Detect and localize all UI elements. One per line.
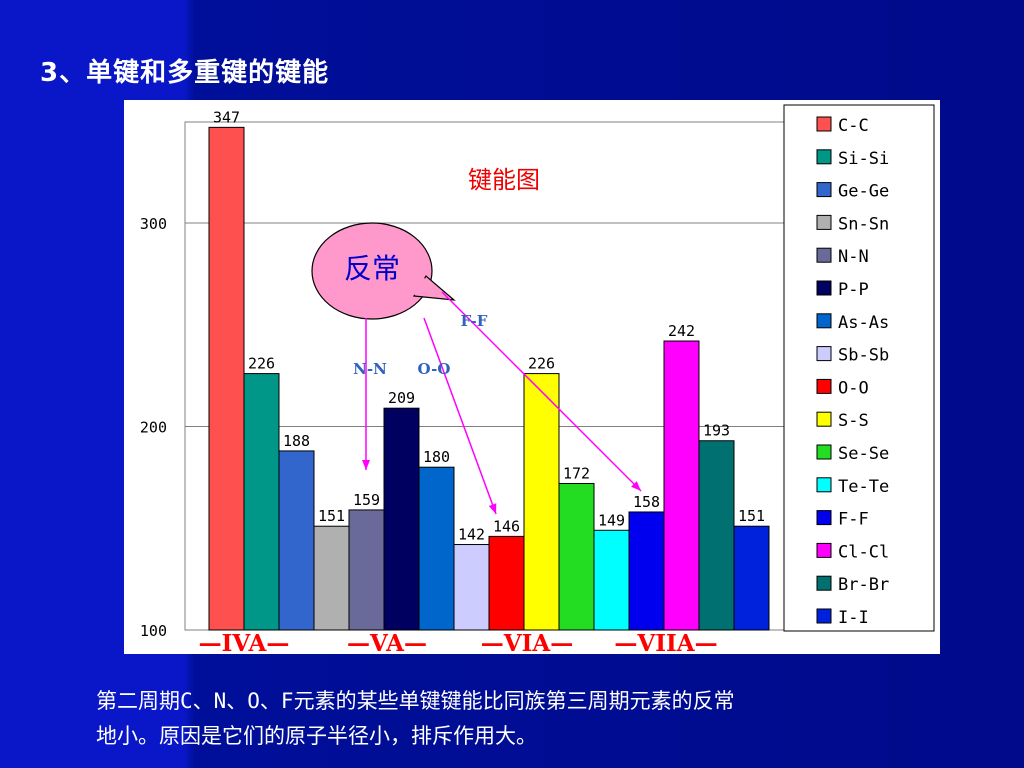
bar-se-se (558, 482, 595, 631)
legend-label: Br-Br (838, 575, 889, 595)
legend-swatch (816, 542, 832, 558)
legend-swatch (816, 378, 832, 394)
footnote: 第二周期C、N、O、F元素的某些单键键能比同族第三周期元素的反常 地小。原因是它… (96, 684, 976, 754)
data-label: 158 (633, 493, 660, 511)
legend-swatch (816, 149, 832, 165)
bar-sn-sn (313, 525, 350, 631)
legend-label: C-C (838, 116, 869, 136)
data-label: 142 (458, 526, 485, 544)
legend-label: F-F (838, 510, 869, 530)
annotation-arrowhead (488, 503, 497, 514)
legend-label: I-I (838, 608, 869, 628)
group-label: —IVA— (199, 630, 290, 654)
callout-text: 反常 (344, 252, 400, 285)
legend-label: O-O (838, 378, 869, 398)
data-label: 159 (353, 491, 380, 509)
legend-swatch (816, 346, 832, 362)
annotation-arrowhead (631, 481, 641, 491)
y-tick-label: 200 (140, 419, 167, 437)
callout-pointer-mask (413, 277, 426, 296)
bar-n-n (348, 509, 385, 631)
annotation-arrow (423, 317, 497, 515)
legend-label: S-S (838, 411, 869, 431)
annotation-label: F-F (461, 312, 488, 330)
bar-si-si (243, 373, 280, 631)
data-label: 242 (668, 322, 695, 340)
legend-label: N-N (838, 247, 869, 267)
legend-label: P-P (838, 280, 869, 300)
legend-swatch (816, 214, 832, 230)
data-label: 180 (423, 448, 450, 466)
legend-swatch (816, 280, 832, 296)
legend-label: Si-Si (838, 149, 889, 169)
bar-s-s (523, 373, 560, 631)
data-label: 226 (528, 355, 555, 373)
bar-sb-sb (453, 544, 490, 631)
bar-as-as (418, 466, 455, 631)
bond-energy-chart: 100 200 300 347 226 188 151 159 209 180 142 146 226 1… (124, 100, 940, 654)
footnote-line-2: 地小。原因是它们的原子半径小，排斥作用大。 (96, 724, 537, 748)
legend-label: Te-Te (838, 477, 889, 497)
data-label: 226 (248, 355, 275, 373)
bar-o-o (488, 535, 525, 631)
bar-p-p (383, 407, 420, 631)
annotation-arrowhead (362, 460, 370, 470)
legend-swatch (816, 608, 832, 624)
bar-te-te (593, 529, 630, 631)
legend-swatch (816, 510, 832, 526)
legend-swatch (816, 575, 832, 591)
footnote-line-1: 第二周期C、N、O、F元素的某些单键键能比同族第三周期元素的反常 (96, 689, 735, 713)
bar-ge-ge (278, 450, 315, 631)
bar-i-i (733, 525, 770, 631)
group-label: —VIA— (481, 630, 573, 654)
data-label: 172 (563, 464, 590, 482)
data-label: 149 (598, 511, 625, 529)
legend-swatch (816, 313, 832, 329)
legend-swatch (816, 444, 832, 460)
annotation-arrow (441, 291, 642, 492)
chart-title: 键能图 (468, 166, 540, 194)
legend-swatch (816, 477, 832, 493)
data-label: 347 (213, 108, 240, 126)
legend-label: As-As (838, 313, 889, 333)
slide-title: 3、单键和多重键的键能 (40, 58, 330, 88)
data-label: 151 (318, 507, 345, 525)
legend-label: Se-Se (838, 444, 889, 464)
bar-c-c (208, 126, 245, 631)
legend-swatch (816, 247, 832, 263)
legend-label: Cl-Cl (838, 542, 889, 562)
bar-br-br (698, 440, 735, 631)
callout-bubble (311, 222, 433, 320)
bar-cl-cl (663, 340, 700, 631)
legend (783, 104, 935, 632)
legend-label: Sn-Sn (838, 214, 889, 234)
data-label: 193 (703, 422, 730, 440)
data-label: 151 (738, 507, 765, 525)
data-label: 146 (493, 517, 520, 535)
legend-swatch (816, 116, 832, 132)
group-label: —VA— (347, 630, 427, 654)
chart-canvas: 100 200 300 347 226 188 151 159 209 180 142 146 226 1… (140, 104, 935, 654)
legend-label: Sb-Sb (838, 346, 889, 366)
annotation-label: O-O (418, 360, 451, 378)
group-label: —VIIA— (614, 630, 717, 654)
data-label: 209 (388, 389, 415, 407)
data-label: 188 (283, 432, 310, 450)
legend-swatch (816, 182, 832, 198)
y-tick-label: 100 (140, 622, 167, 640)
legend-label: Ge-Ge (838, 182, 889, 202)
y-tick-label: 300 (140, 215, 167, 233)
annotation-label: N-N (353, 360, 387, 378)
legend-swatch (816, 411, 832, 427)
bar-f-f (628, 511, 665, 631)
